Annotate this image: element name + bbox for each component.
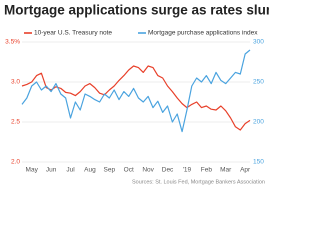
y-tick-label: 2.0 (11, 159, 20, 166)
x-tick-label: Nov (142, 167, 154, 174)
x-tick-label: Oct (124, 167, 134, 174)
x-tick-label: Feb (201, 167, 213, 174)
x-tick-label: May (26, 167, 39, 174)
y-tick-label: 3.5% (5, 39, 20, 46)
x-tick-label: '19 (183, 167, 192, 174)
source: Sources: St. Louis Fed, Mortgage Bankers… (132, 179, 265, 185)
y2-tick-label: 150 (253, 159, 264, 166)
line (21, 65, 251, 131)
x-tick-label: Dec (162, 167, 174, 174)
x-tick-label: Jun (46, 167, 57, 174)
x-tick-label: Apr (240, 167, 251, 174)
legend-label: 10-year U.S. Treasury note (34, 30, 112, 37)
y2-tick-label: 250 (253, 79, 264, 86)
x-tick-label: Aug (84, 167, 96, 174)
x-tick-label: Jul (66, 167, 75, 174)
y2-tick-label: 200 (253, 119, 264, 126)
chart-title: Mortgage applications surge as rates slu… (4, 3, 269, 18)
y-tick-label: 2.5 (11, 119, 20, 126)
x-tick-label: Mar (220, 167, 232, 174)
line (21, 49, 251, 133)
y-tick-label: 3.0 (11, 79, 20, 86)
x-tick-label: Sep (104, 167, 116, 174)
y2-tick-label: 300 (253, 39, 264, 46)
legend-label: Mortgage purchase applications index (148, 30, 258, 37)
chart: Mortgage applications surge as rates slu… (4, 3, 286, 186)
